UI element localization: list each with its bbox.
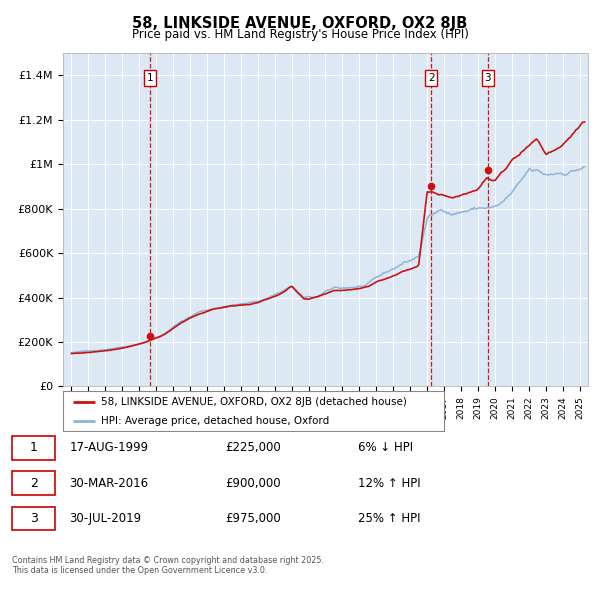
Text: 6% ↓ HPI: 6% ↓ HPI bbox=[358, 441, 413, 454]
Text: 3: 3 bbox=[484, 73, 491, 83]
FancyBboxPatch shape bbox=[12, 507, 55, 530]
Text: 30-MAR-2016: 30-MAR-2016 bbox=[70, 477, 149, 490]
Text: 1: 1 bbox=[29, 441, 38, 454]
Text: £225,000: £225,000 bbox=[225, 441, 281, 454]
Text: 58, LINKSIDE AVENUE, OXFORD, OX2 8JB: 58, LINKSIDE AVENUE, OXFORD, OX2 8JB bbox=[133, 16, 467, 31]
Text: 17-AUG-1999: 17-AUG-1999 bbox=[70, 441, 149, 454]
Text: Price paid vs. HM Land Registry's House Price Index (HPI): Price paid vs. HM Land Registry's House … bbox=[131, 28, 469, 41]
Text: 30-JUL-2019: 30-JUL-2019 bbox=[70, 512, 142, 525]
Text: 12% ↑ HPI: 12% ↑ HPI bbox=[358, 477, 420, 490]
Text: 2: 2 bbox=[29, 477, 38, 490]
Text: 1: 1 bbox=[146, 73, 153, 83]
FancyBboxPatch shape bbox=[12, 436, 55, 460]
FancyBboxPatch shape bbox=[12, 471, 55, 495]
Text: 25% ↑ HPI: 25% ↑ HPI bbox=[358, 512, 420, 525]
Text: Contains HM Land Registry data © Crown copyright and database right 2025.
This d: Contains HM Land Registry data © Crown c… bbox=[12, 556, 324, 575]
Text: HPI: Average price, detached house, Oxford: HPI: Average price, detached house, Oxfo… bbox=[101, 416, 329, 425]
Text: £900,000: £900,000 bbox=[225, 477, 281, 490]
Text: 3: 3 bbox=[29, 512, 38, 525]
Text: 58, LINKSIDE AVENUE, OXFORD, OX2 8JB (detached house): 58, LINKSIDE AVENUE, OXFORD, OX2 8JB (de… bbox=[101, 397, 407, 407]
Text: £975,000: £975,000 bbox=[225, 512, 281, 525]
Text: 2: 2 bbox=[428, 73, 434, 83]
